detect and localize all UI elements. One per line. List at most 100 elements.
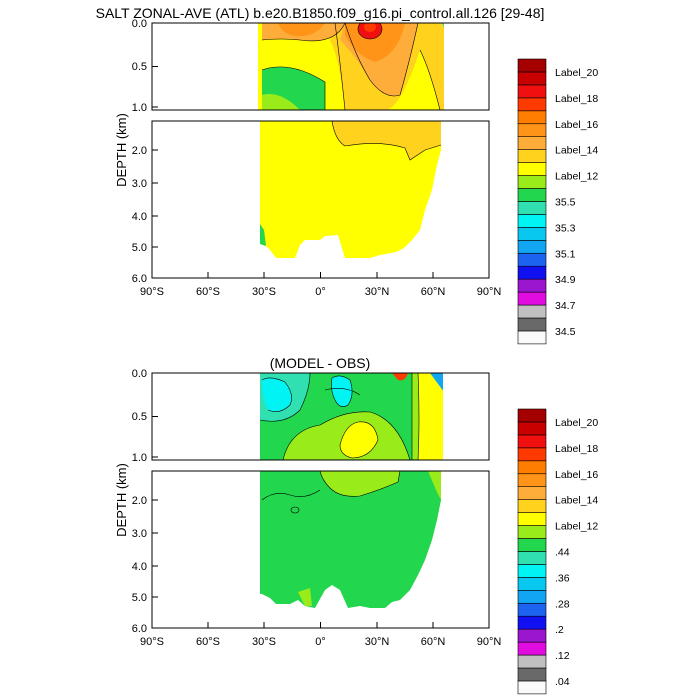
north-edge xyxy=(412,373,419,460)
y-tick-label: 1.0 xyxy=(132,452,147,464)
field-base xyxy=(260,471,441,608)
deep-edge xyxy=(260,224,266,246)
colorbar-label: 35.3 xyxy=(555,222,576,234)
y-tick-label: 3.0 xyxy=(132,178,147,190)
colorbar-label: 35.5 xyxy=(555,196,576,208)
colorbar-swatch xyxy=(517,473,547,487)
max-core-inner xyxy=(364,23,376,32)
chart-title: (MODEL - OBS) xyxy=(270,355,371,371)
colorbar-swatch xyxy=(517,654,547,669)
colorbar-swatch xyxy=(517,123,547,137)
north-edge xyxy=(428,471,441,500)
colorbar-swatch xyxy=(517,58,547,73)
y-tick-label: 2.0 xyxy=(132,495,147,507)
colorbar-label: .36 xyxy=(555,572,570,584)
colorbar-swatch xyxy=(517,149,547,163)
x-tick-label: 90°N xyxy=(477,636,502,648)
contour-lines xyxy=(331,121,442,161)
colorbar-swatch xyxy=(517,486,547,500)
colorbar-label: .28 xyxy=(555,598,570,610)
y-tick-label: 4.0 xyxy=(132,211,147,223)
colorbar-swatch xyxy=(517,240,547,254)
field-base xyxy=(260,121,441,258)
colorbar-label: Label_20 xyxy=(555,67,598,79)
colorbar-label: Label_14 xyxy=(555,495,598,507)
y-tick-label: 3.0 xyxy=(132,528,147,540)
x-tick-label: 60°S xyxy=(196,636,220,648)
colorbar-swatch xyxy=(517,538,547,552)
land-mask-south xyxy=(152,23,258,110)
colorbar-swatch xyxy=(517,71,547,86)
y-tick-label: 0.0 xyxy=(132,18,147,30)
colorbar-swatch xyxy=(517,615,547,630)
positive-tongue xyxy=(320,471,400,497)
x-tick-label: 90°N xyxy=(477,286,502,298)
colorbar-swatch xyxy=(517,214,547,228)
surface-core xyxy=(278,23,325,37)
colorbar-swatch xyxy=(517,201,547,215)
colorbar-swatch xyxy=(517,162,547,176)
negative-core-2 xyxy=(331,375,353,407)
colorbar-swatch xyxy=(517,227,547,241)
colorbar-swatch xyxy=(517,110,547,125)
deep-edge xyxy=(298,588,312,606)
lower-field xyxy=(260,471,441,608)
y-tick-label: 4.0 xyxy=(132,561,147,573)
colorbar-swatch xyxy=(517,667,547,682)
tick-marks xyxy=(151,22,490,279)
colorbar-label: Label_14 xyxy=(555,145,598,157)
colorbar-swatch xyxy=(517,252,547,267)
colorbar-swatch xyxy=(517,499,547,513)
colorbar-swatch xyxy=(517,434,547,449)
y-tick-label: 1.0 xyxy=(132,102,147,114)
colorbar-swatch xyxy=(517,136,547,150)
y-tick-label: 6.0 xyxy=(132,623,147,635)
x-tick-label: 30°S xyxy=(252,636,276,648)
colorbar-swatch xyxy=(517,460,547,475)
x-tick-label: 0° xyxy=(315,286,326,298)
y-tick-labels: 0.0 0.5 1.0 2.0 3.0 4.0 5.0 6.0 xyxy=(132,18,147,285)
y-tick-label: 0.0 xyxy=(132,368,147,380)
colorbar-label: Label_16 xyxy=(555,119,598,131)
y-tick-label: 5.0 xyxy=(132,242,147,254)
colorbar-label: Label_20 xyxy=(555,417,598,429)
land-mask-north xyxy=(444,23,489,110)
colorbar-swatch xyxy=(517,602,547,617)
contour-lines xyxy=(261,471,401,514)
colorbar-swatch xyxy=(517,421,547,436)
contour-lines xyxy=(261,23,441,110)
colorbar-swatch xyxy=(517,175,547,189)
colorbar-label: 34.5 xyxy=(555,326,576,338)
colorbar-label: 34.9 xyxy=(555,274,576,286)
colorbar-label: .2 xyxy=(555,624,564,636)
colorbar-label: 35.1 xyxy=(555,248,576,260)
colorbar-label: Label_18 xyxy=(555,93,598,105)
colorbar-swatch xyxy=(517,84,547,99)
x-tick-label: 30°S xyxy=(252,286,276,298)
arctic-anomaly xyxy=(430,373,444,392)
colorbar-swatch xyxy=(517,641,547,656)
colorbar-label: Label_12 xyxy=(555,521,598,533)
colorbar: Label_20 Label_18 Label_16 Label_14 Label_12… xyxy=(517,58,598,345)
y-tick-label: 2.0 xyxy=(132,145,147,157)
colorbar-swatch xyxy=(517,447,547,462)
colorbar-swatch xyxy=(517,291,547,306)
land-mask-north xyxy=(443,373,489,460)
lower-field xyxy=(260,121,442,258)
colorbar-swatch xyxy=(517,628,547,643)
upper-field xyxy=(152,373,489,460)
y-tick-labels: 0.0 0.5 1.0 2.0 3.0 4.0 5.0 6.0 xyxy=(132,368,147,635)
colorbar-swatch xyxy=(517,551,547,565)
x-tick-label: 60°N xyxy=(421,286,446,298)
x-tick-label: 60°S xyxy=(196,286,220,298)
upper-field xyxy=(152,23,489,110)
contour-lines xyxy=(259,373,420,460)
high-salinity-tongue xyxy=(332,121,441,160)
colorbar-swatch xyxy=(517,278,547,293)
north-yellow xyxy=(418,373,443,460)
colorbar-swatch xyxy=(517,525,547,539)
x-tick-label: 0° xyxy=(315,636,326,648)
colorbar-swatch xyxy=(517,408,547,423)
colorbar-swatch xyxy=(517,265,547,280)
